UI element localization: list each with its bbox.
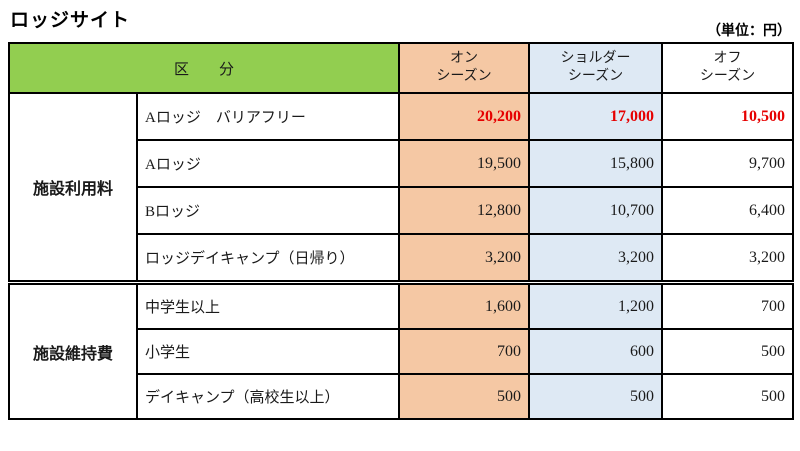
price-cell-off-season: 500 <box>661 373 795 420</box>
price-cell-off-season: 500 <box>661 328 795 375</box>
price-cell-on-season: 700 <box>398 328 531 375</box>
table-row-a-lodge: Aロッジ 19,500 15,800 9,700 <box>9 139 795 188</box>
item-cell: 小学生 <box>135 328 401 375</box>
price-cell-off-season: 700 <box>661 281 795 330</box>
table-row-lodge-day-camp: ロッジデイキャンプ（日帰り） 3,200 3,200 3,200 <box>9 233 795 285</box>
price-cell-on-season: 19,500 <box>398 139 531 188</box>
price-cell-off-season: 9,700 <box>661 139 795 188</box>
table-row-middle-school-and-above: 施設維持費 中学生以上 1,600 1,200 700 <box>8 281 795 420</box>
price-cell-shoulder-season: 10,700 <box>528 186 664 235</box>
shoulder-season-header-line1: ショルダー <box>560 50 631 66</box>
item-cell: Aロッジ バリアフリー <box>135 92 401 141</box>
group-label-facility-usage-fee: 施設利用料 <box>8 92 138 285</box>
price-cell-shoulder-season: 600 <box>528 328 664 375</box>
off-season-header-line2: シーズン <box>699 69 756 84</box>
page-title: ロッジサイト <box>10 10 131 31</box>
unit-note: （単位：円） <box>707 22 791 38</box>
item-cell: ロッジデイキャンプ（日帰り） <box>135 233 401 285</box>
item-cell: 中学生以上 <box>135 281 401 330</box>
group-label-facility-maintenance-fee: 施設維持費 <box>8 281 138 420</box>
on-season-header-line2: シーズン <box>436 69 492 84</box>
price-cell-on-season: 12,800 <box>398 186 531 235</box>
shoulder-season-header-line2: シーズン <box>567 69 624 84</box>
table-row-day-camp-high-school-and-above: デイキャンプ（高校生以上） 500 500 500 <box>9 373 795 420</box>
price-cell-shoulder-season: 500 <box>528 373 664 420</box>
price-cell-shoulder-season: 17,000 <box>528 92 664 141</box>
shoulder-season-header-cell: ショルダー シーズン <box>528 42 664 94</box>
on-season-header-cell: オン シーズン <box>398 42 531 94</box>
price-cell-on-season: 1,600 <box>398 281 531 330</box>
price-cell-off-season: 3,200 <box>661 233 795 285</box>
price-table: 区 分 オン シーズン ショルダー シーズン オフ シーズン 施設利用料 A <box>7 42 795 420</box>
table-row-a-lodge-barrier-free: 施設利用料 Aロッジ バリアフリー 20,200 17,000 10,500 <box>8 92 795 285</box>
item-cell: デイキャンプ（高校生以上） <box>135 373 401 420</box>
on-season-header-line1: オン <box>450 50 479 66</box>
price-cell-on-season: 20,200 <box>398 92 531 141</box>
price-cell-shoulder-season: 1,200 <box>528 281 664 330</box>
item-cell: Bロッジ <box>135 186 401 235</box>
price-cell-off-season: 6,400 <box>661 186 795 235</box>
price-cell-on-season: 500 <box>398 373 531 420</box>
price-cell-off-season: 10,500 <box>661 92 795 141</box>
category-header-cell: 区 分 <box>7 42 401 94</box>
item-cell: Aロッジ <box>135 139 401 188</box>
table-row-elementary-school: 小学生 700 600 500 <box>9 328 795 375</box>
price-cell-on-season: 3,200 <box>398 233 531 285</box>
price-cell-shoulder-season: 15,800 <box>528 139 664 188</box>
price-cell-shoulder-season: 3,200 <box>528 233 664 285</box>
off-season-header-line1: オフ <box>713 50 742 66</box>
table-row-b-lodge: Bロッジ 12,800 10,700 6,400 <box>9 186 795 235</box>
off-season-header-cell: オフ シーズン <box>661 42 795 94</box>
header-row: 区 分 オン シーズン ショルダー シーズン オフ シーズン <box>7 42 795 94</box>
